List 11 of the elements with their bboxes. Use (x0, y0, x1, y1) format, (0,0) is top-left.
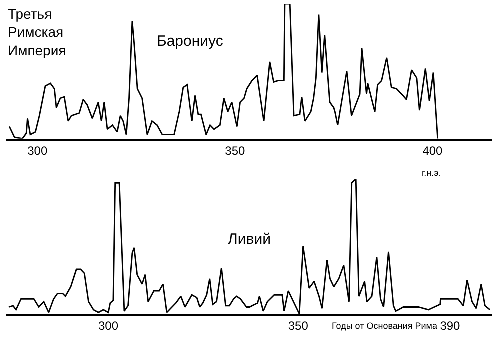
x-tick-label: 350 (225, 144, 246, 158)
x-tick-label: 400 (422, 144, 444, 158)
x-tick-label: 300 (28, 144, 48, 158)
x-tick-label: 390 (440, 319, 461, 334)
x-tick-label: 300 (98, 319, 119, 334)
series-label: Барониус (157, 33, 224, 50)
x-axis-title: г.н.э. (422, 168, 442, 178)
series-label: Ливий (228, 231, 271, 248)
annotation: Третья Римская Империя (8, 6, 66, 58)
x-tick-label: 350 (288, 319, 309, 334)
x-axis-title: Годы от Основания Рима (332, 321, 438, 331)
